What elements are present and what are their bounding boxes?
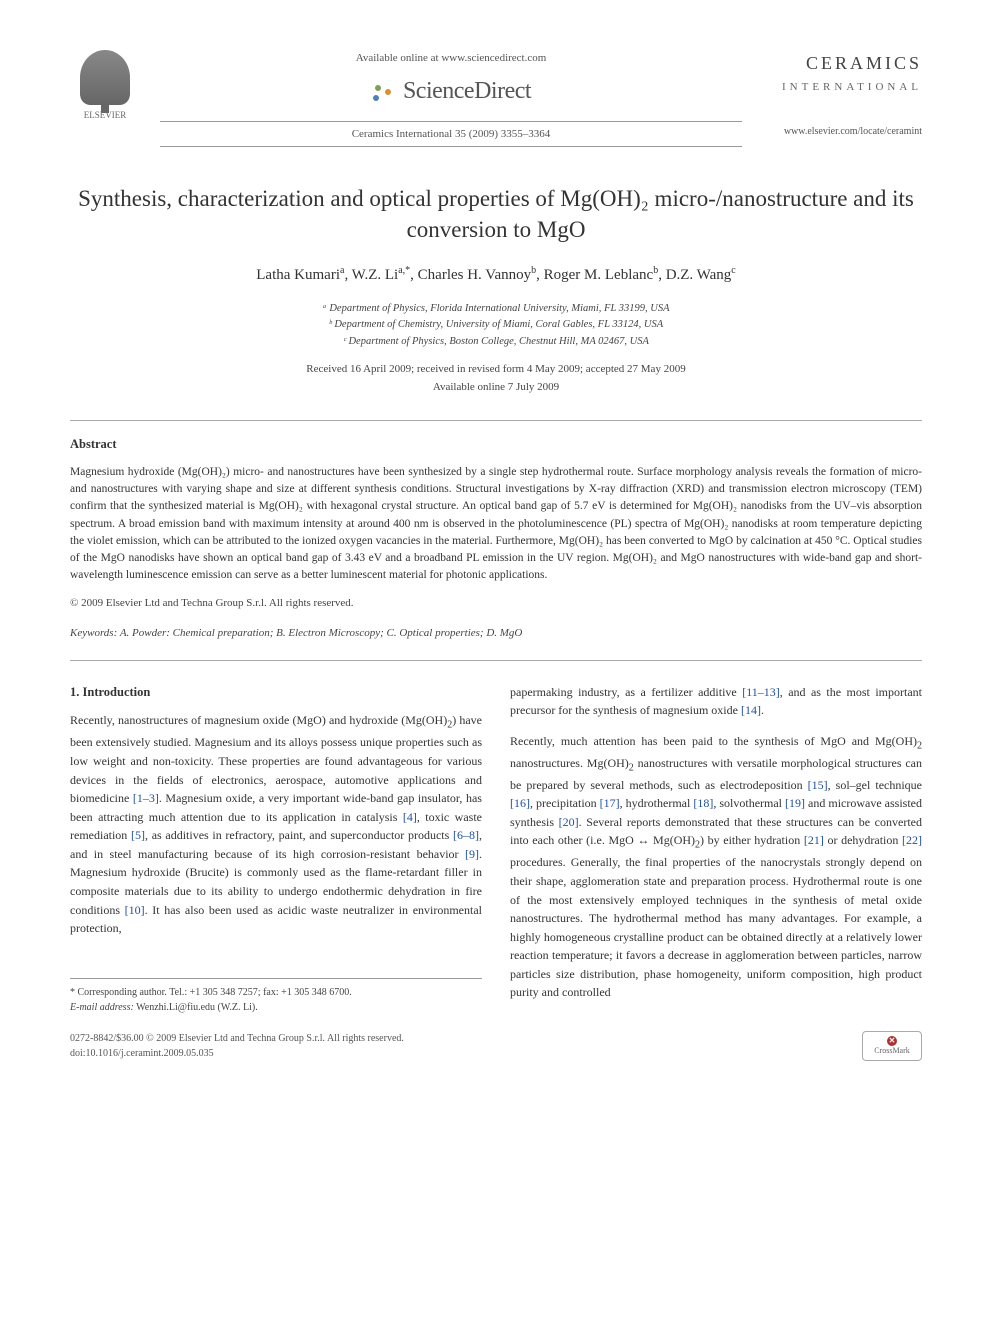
intro-para-3: Recently, much attention has been paid t…: [510, 732, 922, 1002]
email-label: E-mail address:: [70, 1002, 134, 1013]
elsevier-tree-icon: [80, 50, 130, 105]
article-dates: Received 16 April 2009; received in revi…: [70, 361, 922, 396]
page-footer: 0272-8842/$36.00 © 2009 Elsevier Ltd and…: [70, 1031, 922, 1061]
sciencedirect-logo: ScienceDirect: [160, 73, 742, 109]
ref-6-8[interactable]: [6–8]: [453, 828, 479, 842]
crossmark-label: CrossMark: [874, 1046, 910, 1055]
abstract-heading: Abstract: [70, 435, 922, 454]
ref-9[interactable]: [9]: [465, 847, 479, 861]
keywords-line: Keywords: A. Powder: Chemical preparatio…: [70, 625, 922, 642]
sciencedirect-dots-icon: [371, 83, 397, 101]
ref-10[interactable]: [10]: [125, 903, 145, 917]
email-address[interactable]: Wenzhi.Li@fiu.edu (W.Z. Li).: [136, 1002, 258, 1013]
sciencedirect-text: ScienceDirect: [403, 78, 531, 104]
citation-line: Ceramics International 35 (2009) 3355–33…: [160, 126, 742, 143]
crossmark-badge[interactable]: ✕ CrossMark: [862, 1031, 922, 1061]
ref-20[interactable]: [20]: [559, 815, 579, 829]
affiliation-c: ᶜ Department of Physics, Boston College,…: [70, 334, 922, 351]
body-columns: 1. Introduction Recently, nanostructures…: [70, 683, 922, 1015]
abstract-divider-top: [70, 420, 922, 421]
abstract-divider-bottom: [70, 660, 922, 661]
column-right: papermaking industry, as a fertilizer ad…: [510, 683, 922, 1015]
ref-11-13[interactable]: [11–13]: [742, 685, 780, 699]
ref-4[interactable]: [4]: [403, 810, 417, 824]
publisher-logo: ELSEVIER: [70, 50, 140, 123]
journal-logo: CERAMICS INTERNATIONAL www.elsevier.com/…: [762, 50, 922, 139]
intro-heading: 1. Introduction: [70, 683, 482, 702]
corresponding-author: * Corresponding author. Tel.: +1 305 348…: [70, 985, 482, 1000]
center-header: Available online at www.sciencedirect.co…: [140, 50, 762, 151]
ref-21[interactable]: [21]: [804, 833, 824, 847]
affiliations: ᵃ Department of Physics, Florida Interna…: [70, 301, 922, 351]
journal-subtitle: INTERNATIONAL: [762, 79, 922, 96]
intro-para-1: Recently, nanostructures of magnesium ox…: [70, 711, 482, 937]
ref-18[interactable]: [18]: [693, 796, 713, 810]
online-date: Available online 7 July 2009: [70, 379, 922, 397]
abstract-text: Magnesium hydroxide (Mg(OH)₂) micro- and…: [70, 464, 922, 585]
ref-14[interactable]: [14]: [741, 703, 761, 717]
issn-copyright: 0272-8842/$36.00 © 2009 Elsevier Ltd and…: [70, 1031, 404, 1046]
received-dates: Received 16 April 2009; received in revi…: [70, 361, 922, 379]
affiliation-a: ᵃ Department of Physics, Florida Interna…: [70, 301, 922, 318]
doi: doi:10.1016/j.ceramint.2009.05.035: [70, 1046, 404, 1061]
article-title: Synthesis, characterization and optical …: [70, 183, 922, 245]
ref-5[interactable]: [5]: [131, 828, 145, 842]
footer-left: 0272-8842/$36.00 © 2009 Elsevier Ltd and…: [70, 1031, 404, 1061]
ref-22[interactable]: [22]: [902, 833, 922, 847]
journal-url: www.elsevier.com/locate/ceramint: [762, 124, 922, 139]
abstract-copyright: © 2009 Elsevier Ltd and Techna Group S.r…: [70, 595, 922, 612]
column-left: 1. Introduction Recently, nanostructures…: [70, 683, 482, 1015]
ref-15[interactable]: [15]: [808, 778, 828, 792]
email-line: E-mail address: Wenzhi.Li@fiu.edu (W.Z. …: [70, 1000, 482, 1015]
keywords-text: A. Powder: Chemical preparation; B. Elec…: [120, 627, 523, 639]
footnotes: * Corresponding author. Tel.: +1 305 348…: [70, 978, 482, 1015]
ref-1-3[interactable]: [1–3]: [133, 791, 159, 805]
intro-para-2: papermaking industry, as a fertilizer ad…: [510, 683, 922, 720]
ref-19[interactable]: [19]: [785, 796, 805, 810]
affiliation-b: ᵇ Department of Chemistry, University of…: [70, 317, 922, 334]
authors-line: Latha Kumaria, W.Z. Lia,*, Charles H. Va…: [70, 263, 922, 287]
ref-16[interactable]: [16]: [510, 796, 530, 810]
ref-17[interactable]: [17]: [600, 796, 620, 810]
keywords-label: Keywords:: [70, 627, 117, 639]
journal-name: CERAMICS: [762, 50, 922, 77]
crossmark-icon: ✕: [887, 1036, 897, 1046]
available-online-text: Available online at www.sciencedirect.co…: [160, 50, 742, 67]
page-header: ELSEVIER Available online at www.science…: [70, 50, 922, 151]
header-rule-bottom: [160, 146, 742, 147]
header-rule-top: [160, 121, 742, 122]
